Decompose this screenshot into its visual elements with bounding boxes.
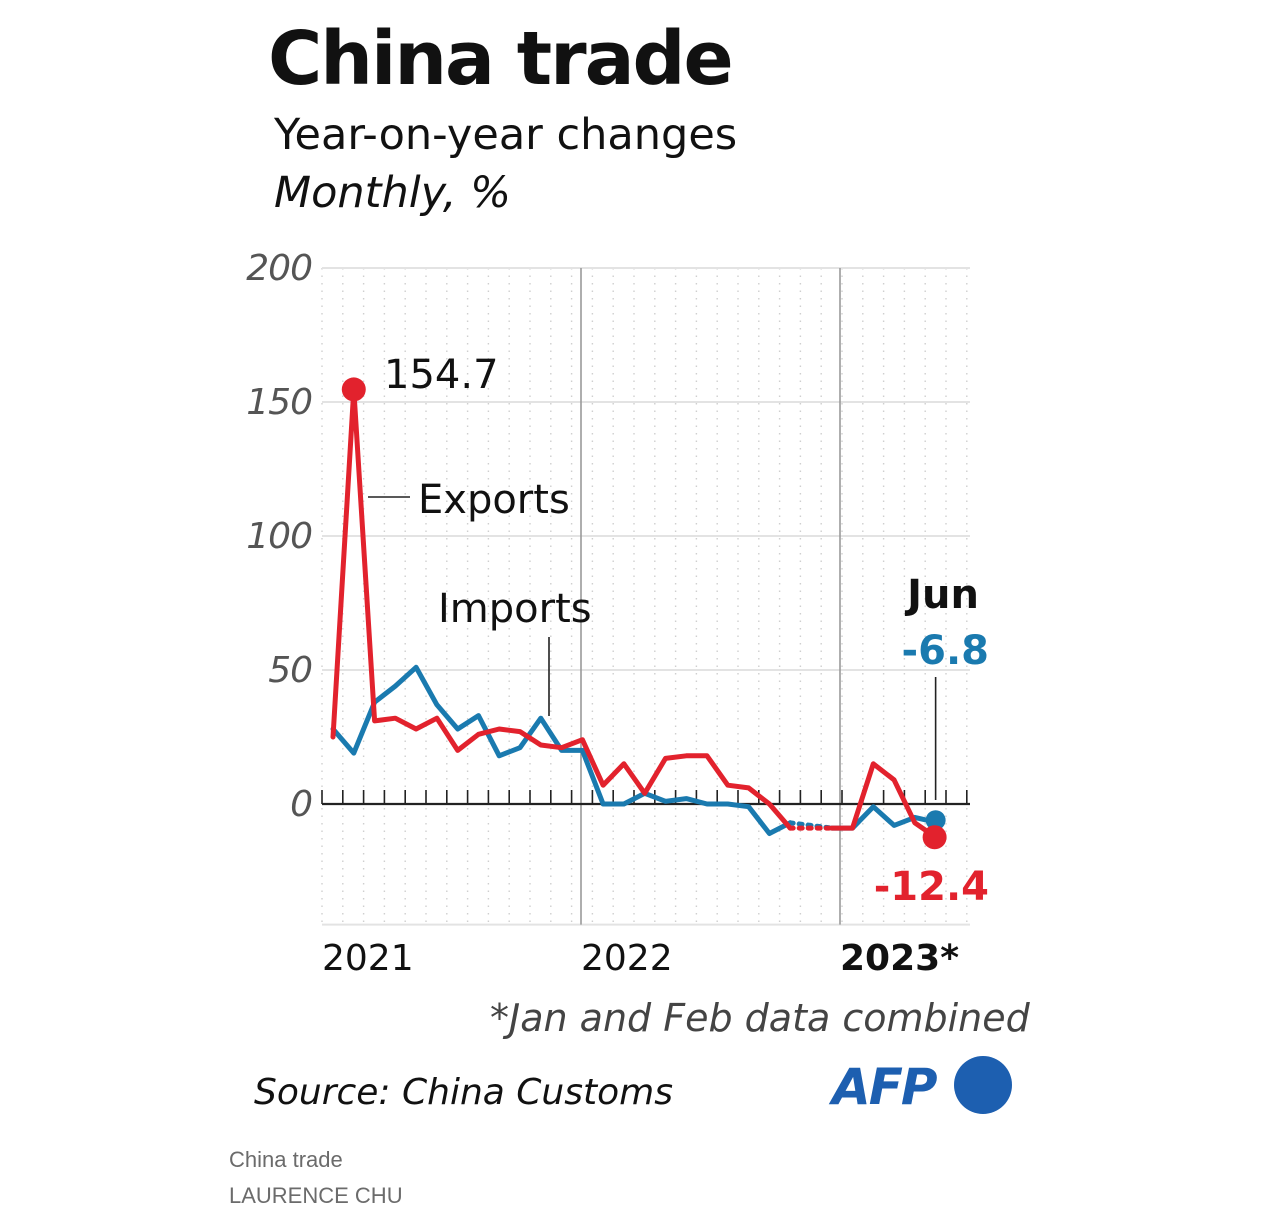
y-tick-label: 200 [246,248,312,289]
y-tick-label: 0 [290,784,312,825]
x-axis-label: 2021 [322,938,414,979]
source-label: Source: China Customs [254,1072,673,1113]
grid-lines-horizontal [322,267,970,926]
exports-end-marker [922,825,947,850]
footnote: *Jan and Feb data combined [490,996,1030,1040]
month-ticks [321,790,968,804]
y-tick-label: 100 [246,516,312,557]
exports-last-value: -12.4 [874,864,989,910]
series-line [330,664,793,836]
y-tick-label: 150 [246,382,312,423]
series-line [829,761,939,840]
exports-label: Exports [418,477,570,523]
afp-logo: AFP [832,1056,1012,1116]
peak-marker [341,377,366,402]
afp-logo-text: AFP [832,1058,937,1116]
image-caption: China trade [229,1147,343,1172]
chart-units: Monthly, % [274,168,512,218]
y-tick-label: 50 [268,650,312,691]
line-chart: 200 150 100 50 0 2021 2022 2023* 154.7 Exports Imp… [246,248,989,979]
series-line [330,386,793,831]
imports-last-value: -6.8 [902,628,989,674]
afp-logo-dot-icon [954,1056,1012,1114]
image-credit: LAURENCE CHU [229,1183,403,1208]
exports-series [330,386,939,840]
imports-label: Imports [438,586,592,632]
month-label: Jun [904,572,979,618]
x-axis-label: 2023* [840,938,959,979]
x-axis-label: 2022 [581,938,673,979]
chart-title: China trade [268,16,734,102]
imports-end-marker [925,810,946,831]
peak-value-label: 154.7 [384,352,499,398]
chart-subtitle: Year-on-year changes [274,110,738,160]
